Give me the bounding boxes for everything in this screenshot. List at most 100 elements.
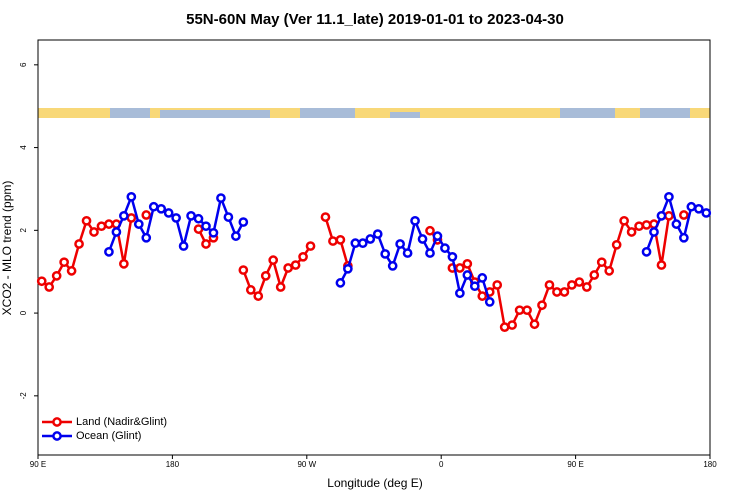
data-point <box>544 280 555 290</box>
data-point <box>201 239 211 249</box>
data-point <box>469 281 480 292</box>
data-point <box>141 210 152 220</box>
data-point <box>425 248 435 258</box>
data-point <box>410 215 420 226</box>
x-axis-label: Longitude (deg E) <box>327 476 422 490</box>
data-point <box>111 227 122 237</box>
data-point <box>238 217 249 227</box>
data-point <box>567 280 577 290</box>
map-strip <box>38 108 710 118</box>
data-point <box>686 201 697 212</box>
data-point <box>679 210 689 220</box>
data-point <box>148 201 159 212</box>
data-point <box>455 288 465 299</box>
data-point <box>514 305 525 316</box>
data-point <box>36 276 47 287</box>
data-point <box>260 270 271 281</box>
data-point <box>693 203 704 214</box>
legend-label: Ocean (Glint) <box>76 430 141 442</box>
data-point <box>499 322 510 332</box>
data-point <box>201 221 211 232</box>
data-point <box>328 236 338 246</box>
data-point <box>335 234 346 245</box>
data-point <box>119 210 129 221</box>
x-tick-label: 180 <box>703 460 717 469</box>
data-point <box>380 249 391 259</box>
data-point <box>395 239 405 249</box>
data-point <box>104 246 114 257</box>
data-point <box>701 208 712 218</box>
data-point <box>604 266 615 276</box>
data-point <box>619 215 629 226</box>
data-point <box>178 241 189 251</box>
data-point <box>581 282 592 292</box>
chart-title: 55N-60N May (Ver 11.1_late) 2019-01-01 t… <box>186 11 564 28</box>
data-point <box>74 239 84 249</box>
data-point <box>507 320 517 330</box>
data-point <box>455 263 465 273</box>
x-tick-label: 90 E <box>30 460 46 469</box>
x-tick-label: 180 <box>166 460 180 469</box>
legend-label: Land (Nadir&Glint) <box>76 416 167 428</box>
data-point <box>357 238 368 249</box>
data-point <box>253 291 264 301</box>
data-point <box>440 243 450 253</box>
data-point <box>171 213 181 223</box>
data-point <box>133 219 144 229</box>
data-point <box>634 221 644 232</box>
data-point <box>51 270 62 281</box>
data-point <box>656 260 667 270</box>
plot-frame <box>37 39 711 456</box>
data-point <box>104 219 114 229</box>
y-tick-label: 4 <box>19 145 28 150</box>
data-point <box>44 282 55 292</box>
data-point <box>656 210 667 221</box>
data-point <box>559 287 570 297</box>
data-point <box>343 263 353 274</box>
data-point <box>320 212 331 222</box>
data-point <box>417 234 428 244</box>
y-tick-label: -2 <box>19 392 28 400</box>
data-point <box>522 305 532 316</box>
data-point <box>477 291 488 301</box>
y-tick-label: 0 <box>19 310 28 315</box>
y-axis-label: XCO2 - MLO trend (ppm) <box>0 181 14 316</box>
data-point <box>596 257 607 268</box>
y-tick-label: 6 <box>19 62 28 67</box>
data-point <box>275 282 286 292</box>
data-point <box>96 221 107 232</box>
data-point <box>59 257 69 268</box>
data-point <box>141 232 152 243</box>
data-point <box>462 270 473 280</box>
data-point <box>290 260 301 270</box>
data-point <box>671 219 682 229</box>
data-point <box>208 227 219 238</box>
data-point <box>626 227 637 237</box>
data-point <box>402 248 413 258</box>
data-point <box>574 277 585 287</box>
data-point <box>126 191 137 202</box>
data-point <box>664 210 674 221</box>
data-point <box>462 258 473 269</box>
x-tick-label: 90 W <box>297 460 316 469</box>
data-point <box>365 234 376 244</box>
data-point <box>641 220 652 230</box>
data-point <box>611 239 622 250</box>
data-point <box>589 270 600 280</box>
legend-marker <box>52 417 62 427</box>
data-point <box>216 193 226 203</box>
data-point <box>552 287 562 297</box>
data-point <box>641 246 652 257</box>
data-point <box>492 280 503 290</box>
data-point <box>679 232 689 243</box>
data-point <box>484 297 495 307</box>
data-point <box>283 263 293 273</box>
data-point <box>193 224 204 234</box>
x-tick-label: 0 <box>439 460 444 469</box>
data-point <box>305 241 316 251</box>
data-point <box>649 227 659 237</box>
data-point <box>119 258 129 269</box>
data-point <box>245 285 256 295</box>
